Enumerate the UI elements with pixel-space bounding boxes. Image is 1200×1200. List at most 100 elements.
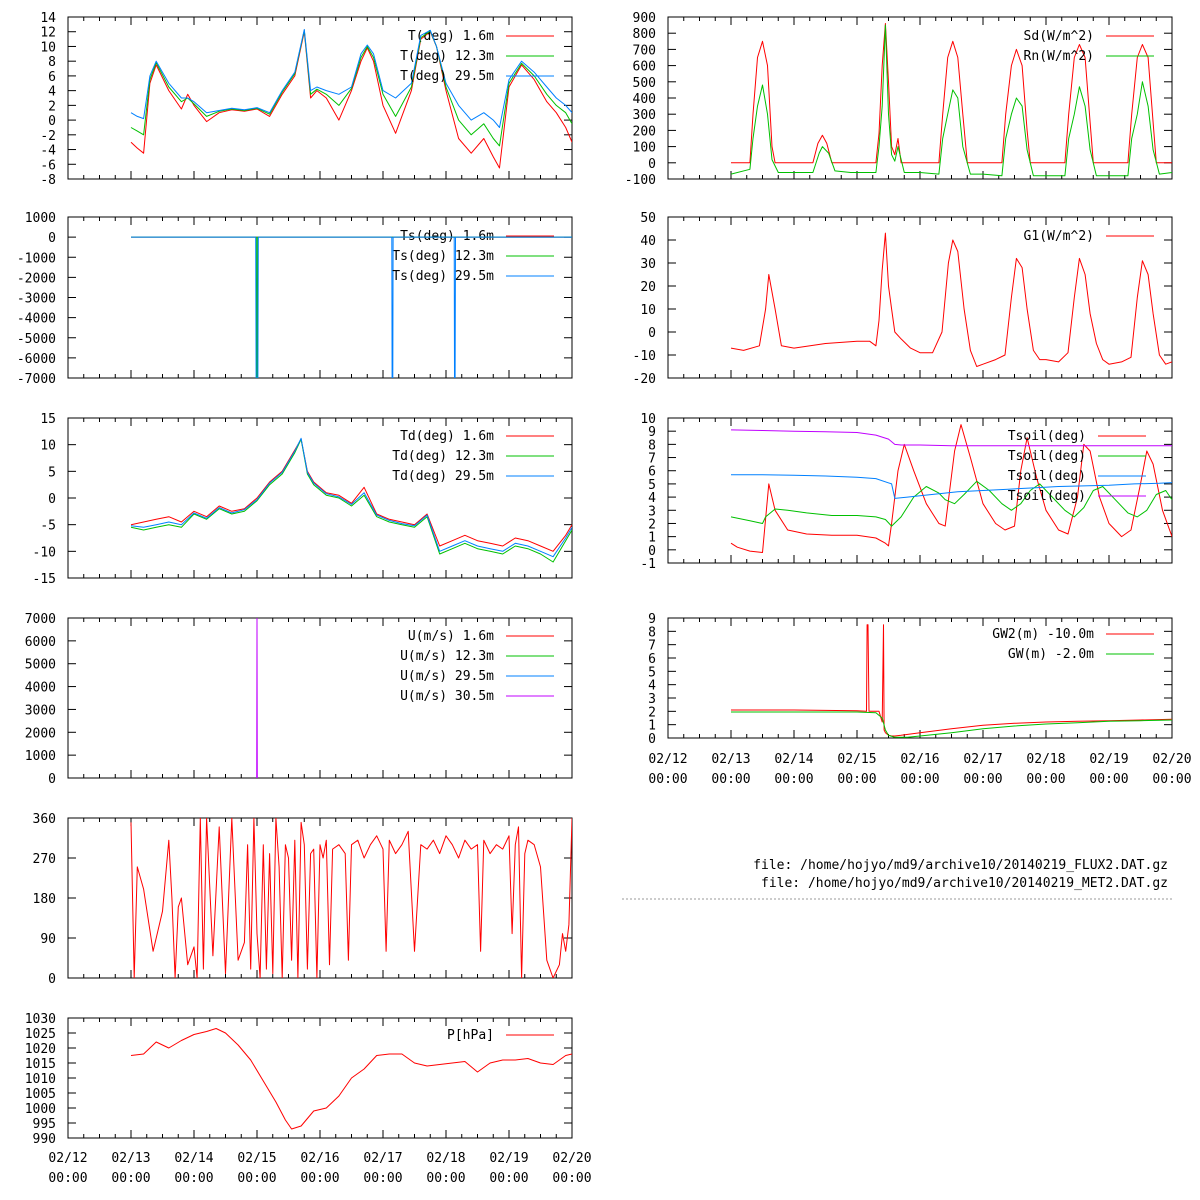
y-tick-label: 5 bbox=[648, 665, 656, 680]
x-time-label: 00:00 bbox=[48, 1171, 87, 1186]
chart-ts: -7000 -6000 -5000 -4000 -3000 -2000 -1000 0 1000… bbox=[17, 211, 573, 387]
x-date-label: 02/19 bbox=[1089, 752, 1128, 767]
chart-wind: 0 1000 2000 3000 4000 5000 6000 7000 U(m/s) 1.6m… bbox=[25, 612, 573, 787]
y-tick-label: 0 bbox=[648, 544, 656, 559]
chart-td: -15 -10 -5 0 5 10 15 Td(deg) 1.6m Td(deg) 12.3m T… bbox=[33, 412, 573, 587]
x-date-label: 02/20 bbox=[1152, 752, 1191, 767]
series-line bbox=[130, 29, 572, 147]
y-tick-label: 3 bbox=[648, 504, 656, 519]
legend-label: Ts(deg) 1.6m bbox=[400, 229, 494, 244]
legend-label: GW(m) -2.0m bbox=[1008, 647, 1094, 662]
x-time-label: 00:00 bbox=[1089, 772, 1128, 787]
legend-label: Tsoil(deg) bbox=[1008, 449, 1086, 464]
y-tick-label: 15 bbox=[40, 412, 56, 427]
x-date-label: 02/17 bbox=[363, 1151, 402, 1166]
y-tick-label: 270 bbox=[33, 852, 56, 867]
legend-label: Ts(deg) 12.3m bbox=[392, 249, 494, 264]
legend-label: Rn(W/m^2) bbox=[1024, 49, 1094, 64]
x-time-label: 00:00 bbox=[552, 1171, 591, 1186]
y-tick-label: 14 bbox=[40, 11, 56, 26]
y-tick-label: -6000 bbox=[17, 352, 56, 367]
y-tick-label: 5 bbox=[48, 465, 56, 480]
y-tick-label: 0 bbox=[48, 231, 56, 246]
y-tick-label: 9 bbox=[648, 425, 656, 440]
y-tick-label: 8 bbox=[648, 625, 656, 640]
y-tick-label: 1 bbox=[648, 719, 656, 734]
legend-label: Ts(deg) 29.5m bbox=[392, 269, 494, 284]
y-tick-label: -2000 bbox=[17, 271, 56, 286]
file-info: file: /home/hojyo/md9/archive10/20140219… bbox=[622, 858, 1172, 900]
y-tick-label: 4 bbox=[648, 491, 656, 506]
series-line bbox=[256, 618, 258, 778]
x-date-label: 02/12 bbox=[48, 1151, 87, 1166]
y-tick-label: 1020 bbox=[25, 1042, 56, 1057]
y-tick-label: 6 bbox=[648, 465, 656, 480]
series-line bbox=[130, 1028, 572, 1130]
y-tick-label: 0 bbox=[48, 972, 56, 987]
y-tick-label: 20 bbox=[640, 280, 656, 295]
file-met2: file: /home/hojyo/md9/archive10/20140219… bbox=[761, 876, 1168, 891]
y-tick-label: 7 bbox=[648, 639, 656, 654]
series-line bbox=[130, 29, 572, 128]
series-line bbox=[130, 31, 572, 169]
y-tick-label: 995 bbox=[33, 1117, 56, 1132]
y-tick-label: -5 bbox=[40, 519, 56, 534]
x-date-label: 02/13 bbox=[111, 1151, 150, 1166]
plot-frame bbox=[67, 617, 573, 779]
series-line bbox=[730, 480, 1172, 527]
chart-wd: 0 90 180 270 360 bbox=[33, 812, 573, 987]
y-tick-label: 400 bbox=[633, 92, 656, 107]
series-line bbox=[731, 23, 1172, 164]
legend-label: Tsoil(deg) bbox=[1008, 489, 1086, 504]
x-time-label: 00:00 bbox=[837, 772, 876, 787]
legend-label: Tsoil(deg) bbox=[1008, 429, 1086, 444]
y-tick-label: 4000 bbox=[25, 681, 56, 696]
plot-frame bbox=[667, 216, 1173, 379]
y-tick-label: 10 bbox=[640, 303, 656, 318]
y-tick-label: 990 bbox=[33, 1132, 56, 1147]
y-tick-label: 7000 bbox=[25, 612, 56, 627]
y-tick-label: 100 bbox=[633, 141, 656, 156]
y-tick-label: -100 bbox=[625, 173, 656, 188]
y-tick-label: 2 bbox=[648, 517, 656, 532]
x-date-label: 02/13 bbox=[711, 752, 750, 767]
x-time-label: 00:00 bbox=[426, 1171, 465, 1186]
y-tick-label: -8 bbox=[40, 173, 56, 188]
y-tick-label: 180 bbox=[33, 892, 56, 907]
x-date-label: 02/19 bbox=[489, 1151, 528, 1166]
y-tick-label: 1000 bbox=[25, 1102, 56, 1117]
y-tick-label: 2 bbox=[648, 705, 656, 720]
x-date-label: 02/15 bbox=[837, 752, 876, 767]
y-tick-label: -2 bbox=[40, 129, 56, 144]
y-tick-label: 360 bbox=[33, 812, 56, 827]
legend-label: Sd(W/m^2) bbox=[1024, 29, 1094, 44]
plot-frame bbox=[67, 417, 573, 579]
y-tick-label: 200 bbox=[633, 124, 656, 139]
legend-label: U(m/s) 30.5m bbox=[400, 689, 494, 704]
x-time-label: 00:00 bbox=[900, 772, 939, 787]
series-line bbox=[731, 474, 1172, 499]
x-date-label: 02/17 bbox=[963, 752, 1002, 767]
y-tick-label: 0 bbox=[648, 732, 656, 747]
y-tick-label: 5 bbox=[648, 478, 656, 493]
x-time-label: 00:00 bbox=[711, 772, 750, 787]
y-tick-label: 1025 bbox=[25, 1027, 56, 1042]
x-time-label: 00:00 bbox=[963, 772, 1002, 787]
y-tick-label: 10 bbox=[40, 40, 56, 55]
x-time-label: 00:00 bbox=[1152, 772, 1191, 787]
series-line bbox=[731, 711, 1172, 738]
y-tick-label: 1015 bbox=[25, 1057, 56, 1072]
x-axis-labels: 02/12 00:00 02/13 00:00 02/14 00:00 02/15 00:00… bbox=[48, 752, 1191, 1186]
y-tick-label: -7000 bbox=[17, 372, 56, 387]
series-line bbox=[131, 236, 572, 378]
y-tick-label: -4000 bbox=[17, 312, 56, 327]
series-line bbox=[730, 232, 1172, 367]
x-date-label: 02/18 bbox=[426, 1151, 465, 1166]
plot-frame bbox=[67, 216, 573, 379]
y-tick-label: 300 bbox=[633, 108, 656, 123]
y-tick-label: 500 bbox=[633, 76, 656, 91]
y-tick-label: 1000 bbox=[25, 749, 56, 764]
